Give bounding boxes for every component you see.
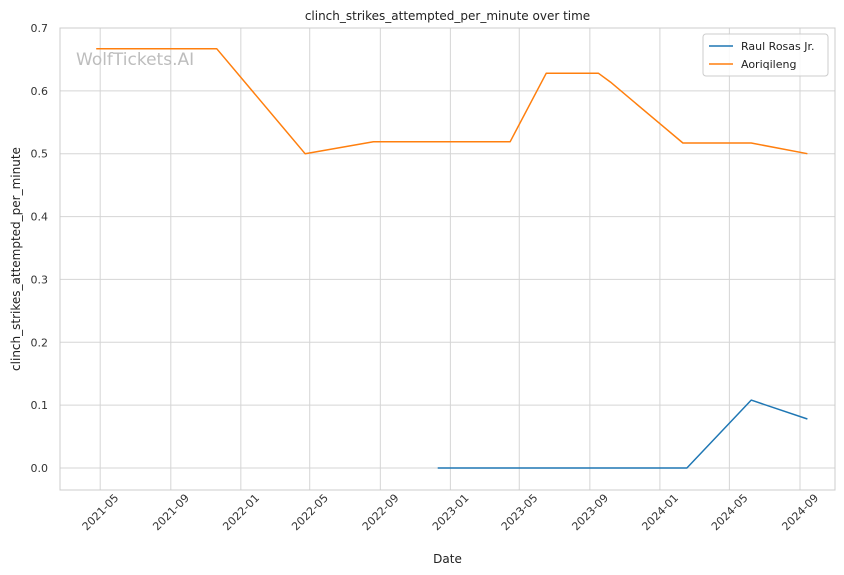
y-axis-label: clinch_strikes_attempted_per_minute <box>9 147 23 371</box>
legend: Raul Rosas Jr. Aoriqileng <box>702 33 829 77</box>
y-tick-label: 0.4 <box>31 211 49 224</box>
series-layer <box>96 47 808 469</box>
legend-label-0: Raul Rosas Jr. <box>741 40 815 53</box>
y-tick-label: 0.6 <box>31 85 49 98</box>
chart-title: clinch_strikes_attempted_per_minute over… <box>305 9 590 23</box>
y-tick-label: 0.2 <box>31 336 49 349</box>
y-tick-label: 0.1 <box>31 399 49 412</box>
legend-box <box>702 33 829 77</box>
y-tick-label: 0.0 <box>31 462 49 475</box>
legend-label-1: Aoriqileng <box>741 58 796 71</box>
series-line-0 <box>437 399 808 469</box>
x-axis-label: Date <box>433 552 462 566</box>
watermark: WolfTickets.AI <box>76 50 194 70</box>
y-tick-label: 0.3 <box>31 273 49 286</box>
y-tick-label: 0.7 <box>31 22 49 35</box>
y-tick-label: 0.5 <box>31 148 49 161</box>
grid <box>60 27 835 490</box>
y-axis-ticks: 0.0 0.1 0.2 0.3 0.4 0.5 0.6 0.7 <box>31 22 49 475</box>
plot-frame <box>59 27 836 491</box>
series-line-1 <box>96 47 808 155</box>
